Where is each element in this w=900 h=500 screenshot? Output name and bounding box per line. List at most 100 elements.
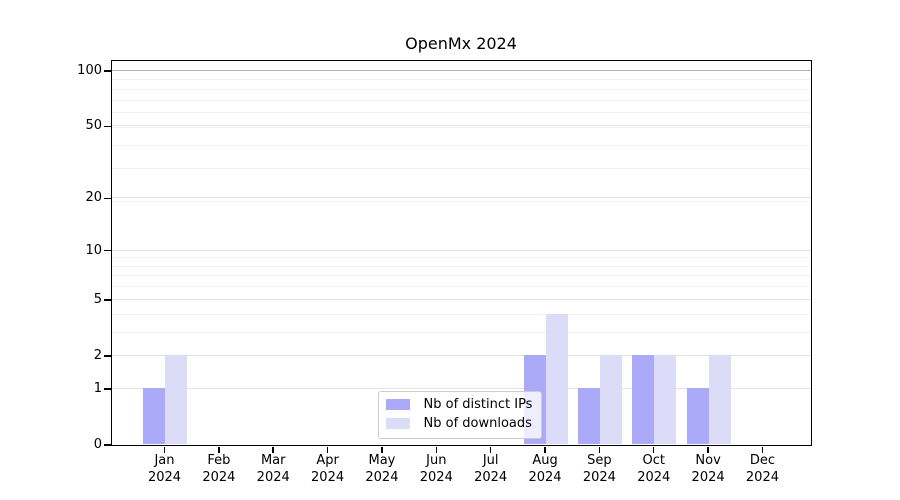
x-tick-month: Aug: [532, 453, 558, 468]
x-tick-label-aug: Aug 2024: [510, 452, 580, 486]
chart-title: OpenMx 2024: [405, 34, 517, 53]
gridline-major-1: [111, 387, 811, 389]
x-tick-month: Mar: [260, 453, 286, 468]
bar-downloads-jan: [165, 355, 187, 445]
y-tick-label-2: 2: [93, 347, 102, 363]
x-tick-year: 2024: [256, 470, 290, 485]
gridline-major-20: [111, 197, 811, 199]
x-tick-month: Nov: [695, 453, 721, 468]
y-tick-mark-1: [104, 388, 111, 390]
legend-item-distinct-ips: Nb of distinct IPs: [385, 396, 533, 412]
legend-swatch-downloads: [385, 418, 410, 429]
x-tick-month: Sep: [587, 453, 612, 468]
x-tick-mark-sep: [598, 446, 601, 453]
gridline-minor-59: [111, 112, 811, 114]
x-tick-month: Jul: [482, 453, 499, 468]
x-tick-month: May: [368, 453, 396, 468]
y-tick-mark-10: [104, 249, 111, 252]
gridline-minor-49: [111, 126, 811, 128]
x-tick-label-nov: Nov 2024: [673, 452, 743, 486]
y-tick-label-5: 5: [93, 291, 102, 307]
x-tick-year: 2024: [745, 470, 779, 485]
x-tick-mark-feb: [218, 446, 220, 453]
x-tick-label-feb: Feb 2024: [184, 452, 254, 486]
y-tick-mark-0: [104, 444, 111, 446]
y-tick-mark-100: [104, 70, 111, 72]
x-tick-label-mar: Mar 2024: [238, 452, 308, 486]
gridline-minor-7: [111, 275, 811, 277]
plot-area: Nb of distinct IPs Nb of downloads: [110, 59, 812, 446]
gridline-minor-19: [111, 201, 811, 203]
x-tick-label-may: May 2024: [347, 452, 417, 486]
x-tick-label-jan: Jan 2024: [130, 452, 200, 486]
bar-downloads-sep: [599, 355, 622, 445]
x-tick-year: 2024: [528, 470, 562, 485]
gridline-major-5: [111, 298, 811, 300]
x-tick-year: 2024: [582, 470, 616, 485]
gridline-minor-89: [111, 79, 811, 81]
gridline-minor-29: [111, 168, 811, 170]
bar-distinct-ips-jan: [143, 388, 165, 445]
y-tick-label-0: 0: [93, 437, 102, 452]
y-tick-label-100: 100: [77, 62, 102, 78]
x-tick-mark-jan: [163, 446, 166, 453]
y-tick-mark-2: [104, 355, 111, 357]
bar-downloads-oct: [654, 355, 677, 445]
x-tick-month: Jun: [426, 453, 447, 468]
y-tick-mark-5: [104, 299, 111, 301]
x-tick-mark-apr: [326, 446, 329, 453]
x-tick-year: 2024: [147, 470, 182, 485]
x-tick-label-jul: Jul 2024: [456, 452, 526, 486]
x-tick-label-dec: Dec 2024: [727, 452, 797, 486]
x-tick-mark-jul: [489, 446, 492, 453]
x-tick-mark-dec: [761, 446, 764, 453]
x-tick-year: 2024: [202, 470, 236, 485]
y-tick-label-20: 20: [85, 190, 102, 206]
legend-label-downloads: Nb of downloads: [423, 415, 532, 431]
bar-distinct-ips-sep: [577, 388, 600, 445]
bar-downloads-nov: [708, 355, 731, 445]
y-tick-label-50: 50: [85, 118, 102, 134]
x-tick-year: 2024: [365, 470, 399, 485]
x-tick-label-jun: Jun 2024: [401, 452, 471, 486]
x-tick-year: 2024: [419, 470, 453, 485]
y-tick-mark-20: [104, 197, 111, 200]
bar-downloads-aug: [545, 314, 568, 445]
x-tick-month: Dec: [749, 453, 776, 468]
x-tick-mark-nov: [707, 446, 709, 453]
legend-label-distinct-ips: Nb of distinct IPs: [423, 396, 533, 412]
legend-item-downloads: Nb of downloads: [385, 415, 533, 431]
gridline-minor-3: [111, 331, 811, 333]
x-tick-year: 2024: [474, 470, 508, 485]
gridline-major-50: [111, 125, 811, 127]
x-tick-label-oct: Oct 2024: [619, 452, 689, 486]
gridline-minor-6: [111, 286, 811, 288]
gridline-minor-79: [111, 88, 811, 90]
y-tick-mark-50: [104, 125, 111, 128]
gridline-major-10: [111, 249, 811, 251]
bar-distinct-ips-nov: [686, 388, 709, 445]
x-tick-year: 2024: [311, 470, 345, 485]
y-tick-label-1: 1: [93, 380, 102, 396]
bar-distinct-ips-oct: [632, 355, 655, 445]
x-tick-month: Oct: [642, 453, 665, 468]
x-tick-mark-may: [381, 446, 383, 453]
x-tick-year: 2024: [637, 470, 671, 485]
gridline-minor-39: [111, 145, 811, 147]
legend: Nb of distinct IPs Nb of downloads: [377, 390, 543, 439]
x-tick-month: Jan: [154, 453, 175, 468]
gridline-minor-4: [111, 313, 811, 315]
x-tick-year: 2024: [691, 470, 725, 485]
x-tick-mark-jun: [435, 446, 438, 453]
gridline-major-2: [111, 354, 811, 356]
gridline-minor-8: [111, 265, 811, 267]
x-tick-label-sep: Sep 2024: [564, 452, 634, 486]
x-tick-month: Feb: [207, 453, 231, 468]
x-tick-mark-oct: [652, 446, 655, 453]
x-tick-mark-mar: [272, 446, 274, 453]
legend-swatch-distinct-ips: [385, 399, 410, 410]
y-tick-label-10: 10: [85, 242, 102, 258]
x-tick-label-apr: Apr 2024: [293, 452, 363, 486]
x-tick-mark-aug: [544, 446, 546, 453]
